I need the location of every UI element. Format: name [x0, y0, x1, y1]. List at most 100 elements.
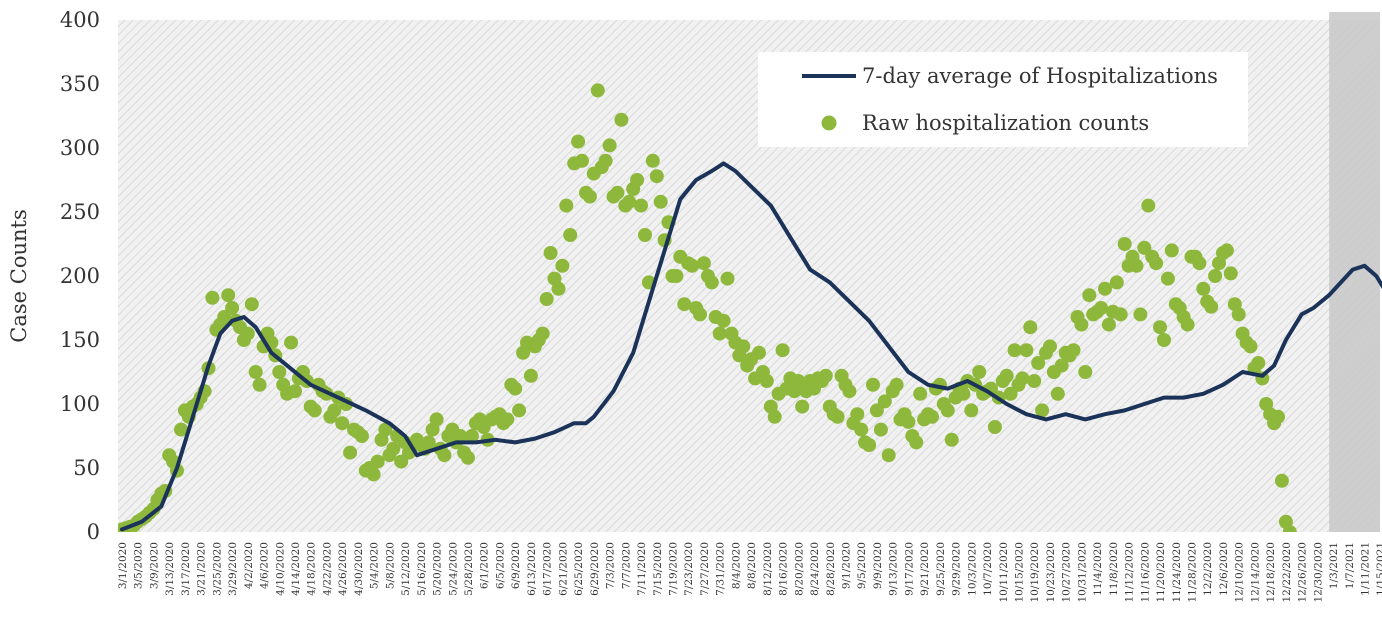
x-tick-label: 6/1/2020: [479, 542, 491, 589]
raw-count-point: [575, 153, 589, 168]
raw-count-point: [252, 377, 267, 392]
raw-hospitalization-points: [118, 83, 1297, 532]
x-tick-label: 8/20/2020: [793, 542, 805, 596]
raw-count-point: [842, 384, 857, 399]
raw-count-point: [327, 403, 342, 418]
raw-count-point: [535, 326, 550, 341]
raw-count-point: [1094, 301, 1109, 315]
y-tick-label: 250: [60, 200, 100, 224]
raw-count-point: [1050, 386, 1065, 401]
raw-count-point: [354, 429, 369, 443]
x-tick-label: 1/15/2021: [1375, 542, 1382, 596]
raw-count-point: [429, 412, 444, 427]
x-tick-label: 8/16/2020: [778, 542, 790, 596]
raw-count-point: [1031, 356, 1046, 370]
raw-count-point: [638, 228, 652, 242]
raw-count-point: [634, 198, 648, 213]
raw-count-point: [1137, 240, 1152, 255]
x-tick-label: 7/19/2020: [667, 542, 679, 596]
raw-count-point: [1043, 339, 1057, 354]
x-tick-label: 12/26/2020: [1297, 542, 1309, 603]
raw-count-point: [622, 194, 637, 209]
raw-count-point: [1274, 473, 1289, 488]
legend-label-average: 7-day average of Hospitalizations: [862, 64, 1218, 88]
raw-count-point: [1109, 275, 1124, 290]
raw-count-point: [1098, 281, 1112, 296]
raw-count-point: [645, 153, 660, 168]
x-tick-label: 6/29/2020: [589, 542, 601, 596]
x-tick-label: 5/28/2020: [463, 542, 475, 596]
raw-count-point: [866, 377, 880, 392]
legend-label-raw: Raw hospitalization counts: [862, 111, 1149, 135]
x-tick-label: 10/23/2020: [1045, 542, 1057, 603]
x-tick-label: 4/10/2020: [274, 542, 286, 596]
x-tick-label: 12/2/2020: [1202, 542, 1214, 596]
x-tick-label: 6/21/2020: [557, 542, 569, 596]
raw-count-point: [543, 246, 558, 260]
x-tick-label: 8/24/2020: [809, 542, 821, 596]
x-tick-label: 7/7/2020: [620, 542, 632, 589]
raw-count-point: [669, 269, 684, 283]
x-tick-label: 11/8/2020: [1108, 542, 1120, 596]
x-tick-label: 8/4/2020: [730, 542, 742, 589]
x-tick-label: 12/14/2020: [1249, 542, 1261, 603]
x-tick-label: 10/31/2020: [1076, 542, 1088, 603]
raw-count-point: [508, 381, 523, 396]
x-tick-label: 6/13/2020: [526, 542, 538, 596]
x-tick-label: 12/6/2020: [1218, 542, 1230, 596]
x-tick-label: 11/4/2020: [1092, 542, 1104, 596]
raw-count-point: [205, 290, 220, 305]
raw-count-point: [1180, 317, 1195, 332]
raw-count-point: [555, 258, 570, 273]
x-axis-ticks: 3/1/2020 3/5/2020 3/9/2020 3/13/2020 3/17/20…: [117, 542, 1382, 603]
raw-count-point: [1164, 243, 1179, 258]
x-tick-label: 5/8/2020: [384, 542, 396, 589]
raw-count-point: [1271, 409, 1285, 424]
x-tick-label: 4/14/2020: [290, 542, 302, 596]
raw-count-point: [1117, 237, 1132, 251]
raw-count-point: [704, 275, 719, 290]
y-tick-label: 0: [87, 520, 100, 544]
x-tick-label: 10/7/2020: [982, 542, 994, 596]
x-tick-label: 1/7/2021: [1344, 542, 1356, 589]
raw-count-point: [830, 409, 845, 424]
raw-count-point: [614, 112, 629, 127]
raw-count-point: [437, 448, 452, 463]
x-tick-label: 6/5/2020: [494, 542, 506, 589]
raw-count-point: [752, 345, 766, 360]
x-tick-label: 3/9/2020: [148, 542, 160, 589]
raw-count-point: [378, 422, 393, 437]
raw-count-point: [791, 374, 806, 388]
raw-count-point: [421, 435, 436, 450]
raw-count-point: [590, 83, 605, 98]
raw-count-point: [649, 169, 664, 184]
x-tick-label: 12/30/2020: [1312, 542, 1324, 603]
x-tick-label: 10/3/2020: [966, 542, 978, 596]
x-tick-label: 11/24/2020: [1171, 542, 1183, 603]
raw-count-point: [850, 407, 865, 422]
x-tick-label: 7/11/2020: [636, 542, 648, 596]
raw-count-point: [720, 271, 735, 286]
x-tick-label: 12/10/2020: [1234, 542, 1246, 603]
x-tick-label: 9/5/2020: [856, 542, 868, 589]
x-tick-label: 7/3/2020: [605, 542, 617, 589]
raw-count-point: [1251, 356, 1266, 370]
x-tick-label: 12/18/2020: [1265, 542, 1277, 603]
raw-count-point: [630, 173, 645, 187]
raw-count-point: [1219, 243, 1234, 258]
x-tick-label: 3/25/2020: [211, 542, 223, 596]
x-tick-label: 12/22/2020: [1281, 542, 1293, 603]
raw-count-point: [1243, 339, 1258, 354]
x-tick-label: 10/27/2020: [1061, 542, 1073, 603]
x-tick-label: 3/1/2020: [117, 542, 129, 589]
raw-count-point: [225, 301, 240, 315]
raw-count-point: [1231, 307, 1246, 322]
raw-count-point: [972, 365, 987, 379]
raw-count-point: [1078, 365, 1093, 379]
raw-count-point: [1204, 299, 1219, 314]
x-tick-label: 8/12/2020: [762, 542, 774, 596]
raw-count-point: [712, 326, 727, 341]
raw-count-point: [307, 403, 322, 418]
raw-count-point: [1035, 403, 1050, 418]
